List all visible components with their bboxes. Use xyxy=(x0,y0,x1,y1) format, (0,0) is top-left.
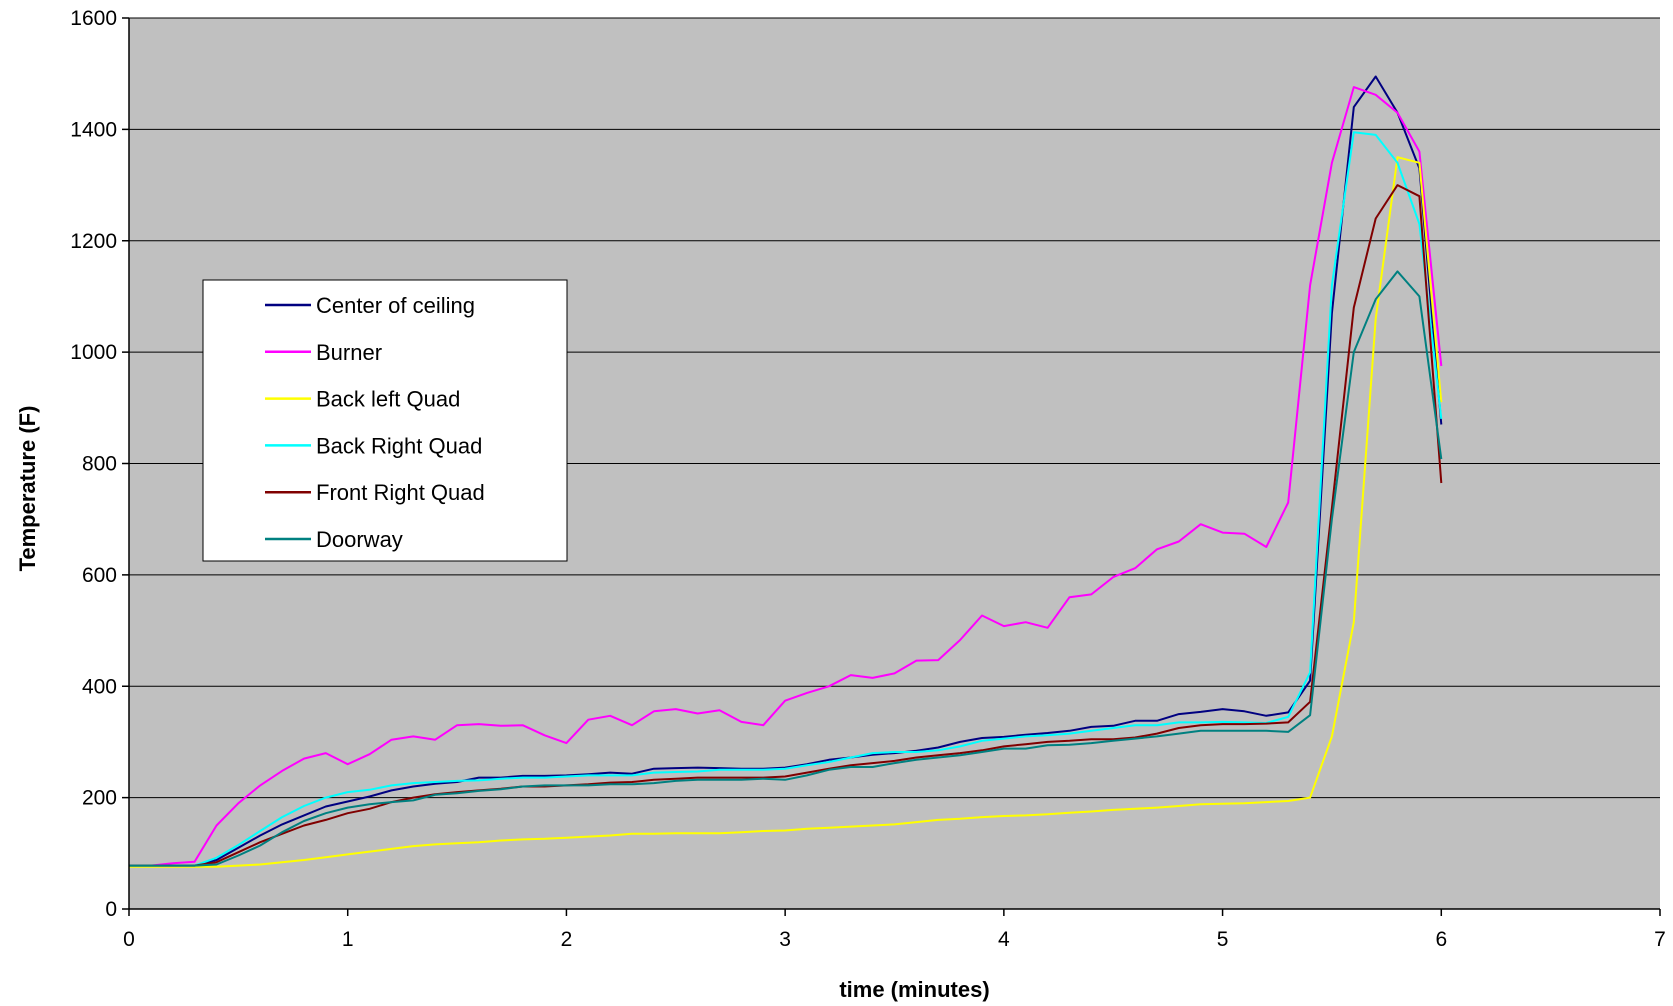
x-tick-labels: 0 1 2 3 4 5 6 7 xyxy=(123,928,1666,951)
y-axis-title: Temperature (F) xyxy=(15,406,40,572)
legend-label-doorway: Doorway xyxy=(316,527,403,552)
y-tick-labels: 0 200 400 600 800 1000 1200 1400 1600 xyxy=(70,7,117,921)
legend-label-back-right-quad: Back Right Quad xyxy=(316,433,482,458)
x-tick-label: 4 xyxy=(998,928,1010,951)
legend-box xyxy=(203,280,567,561)
legend: Center of ceiling Burner Back left Quad Bac… xyxy=(203,280,567,561)
x-tick-label: 2 xyxy=(561,928,573,951)
y-tick-label: 0 xyxy=(105,898,117,921)
legend-label-front-right-quad: Front Right Quad xyxy=(316,480,485,505)
x-tick-label: 7 xyxy=(1654,928,1666,951)
y-tick-label: 1600 xyxy=(70,7,117,30)
legend-label-back-left-quad: Back left Quad xyxy=(316,387,460,412)
y-tick-label: 600 xyxy=(82,564,117,587)
x-tick-label: 6 xyxy=(1435,928,1447,951)
x-tick-label: 1 xyxy=(342,928,354,951)
x-tick-label: 5 xyxy=(1217,928,1229,951)
legend-label-burner: Burner xyxy=(316,340,382,365)
x-axis-title: time (minutes) xyxy=(839,977,989,1002)
y-tick-label: 200 xyxy=(82,787,117,810)
legend-label-center-of-ceiling: Center of ceiling xyxy=(316,293,475,318)
x-tick-label: 3 xyxy=(779,928,791,951)
y-tick-label: 400 xyxy=(82,675,117,698)
y-tick-label: 1400 xyxy=(70,118,117,141)
y-tick-label: 800 xyxy=(82,453,117,476)
y-tick-label: 1000 xyxy=(70,341,117,364)
x-tick-label: 0 xyxy=(123,928,135,951)
y-tick-label: 1200 xyxy=(70,230,117,253)
